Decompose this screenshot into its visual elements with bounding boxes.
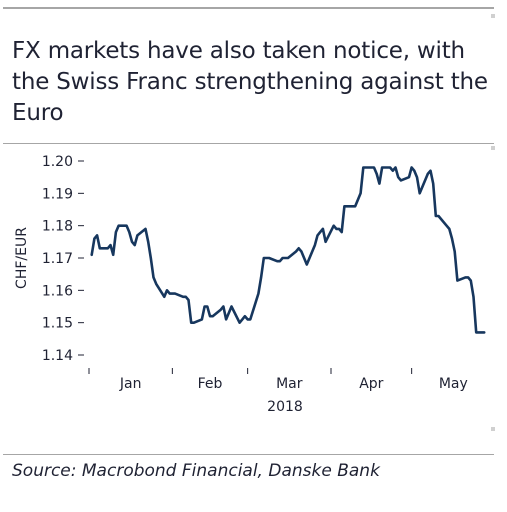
top-rule (3, 7, 494, 9)
x-tick-label: Feb (198, 376, 223, 392)
x-axis: Jan Feb Mar Apr May (88, 368, 468, 392)
y-tick-label: 1.19 (42, 186, 73, 202)
y-tick-label: 1.20 (42, 154, 73, 170)
y-tick-label: 1.17 (42, 251, 73, 267)
x-tick-label: Jan (119, 376, 142, 392)
x-axis-year-label: 2018 (267, 399, 303, 415)
y-tick-label: 1.18 (42, 219, 73, 235)
title-divider (3, 143, 494, 144)
chart-title: FX markets have also taken notice, with … (12, 38, 488, 126)
source-divider (3, 454, 494, 455)
x-tick-label: Apr (359, 376, 383, 392)
x-tick-label: Mar (276, 376, 303, 392)
y-axis: 1.14 1.15 1.16 1.17 1.18 1.19 1.20 (42, 154, 84, 364)
series-line-chf-eur (90, 166, 486, 334)
y-axis-label: CHF/EUR (14, 227, 30, 289)
frame-dot (491, 146, 495, 150)
frame-dot (491, 427, 495, 431)
y-tick-label: 1.16 (42, 283, 73, 299)
source-note: Source: Macrobond Financial, Danske Bank (12, 461, 380, 481)
y-tick-label: 1.14 (42, 348, 73, 364)
y-tick-label: 1.15 (42, 316, 73, 332)
x-tick-label: May (439, 376, 468, 392)
frame-dot (491, 14, 495, 18)
